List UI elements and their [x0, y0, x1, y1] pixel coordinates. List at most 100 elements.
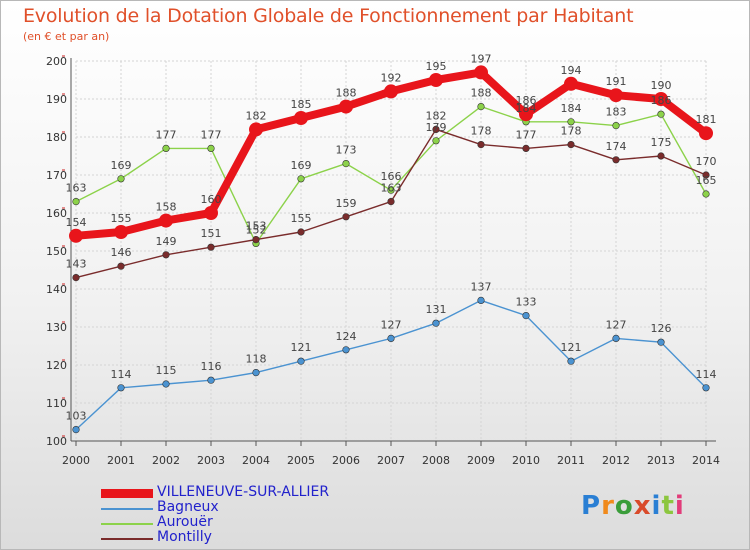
- data-point-villeneuve-sur-allier: [519, 107, 533, 122]
- data-label-montilly: 177: [516, 128, 537, 141]
- data-label-aurou-r: 169: [291, 159, 312, 172]
- data-label-villeneuve-sur-allier: 182: [246, 109, 267, 122]
- y-tick-label: 190: [46, 93, 67, 106]
- data-label-bagneux: 116: [201, 360, 222, 373]
- data-point-montilly: [657, 152, 665, 160]
- data-label-aurou-r: 173: [336, 144, 357, 157]
- x-tick-label: 2003: [197, 454, 225, 467]
- data-point-villeneuve-sur-allier: [249, 122, 263, 137]
- data-point-bagneux: [657, 338, 665, 346]
- logo-letter: o: [614, 491, 634, 521]
- data-label-montilly: 178: [561, 125, 582, 138]
- chart-title: Evolution de la Dotation Globale de Fonc…: [23, 5, 634, 27]
- x-tick-label: 2001: [107, 454, 135, 467]
- legend-swatch: [101, 523, 153, 525]
- data-label-villeneuve-sur-allier: 181: [696, 113, 717, 126]
- data-point-villeneuve-sur-allier: [699, 126, 713, 141]
- data-label-montilly: 143: [66, 258, 87, 271]
- legend-swatch: [101, 489, 153, 498]
- legend-label: VILLENEUVE-SUR-ALLIER: [157, 484, 330, 500]
- data-label-villeneuve-sur-allier: 186: [516, 94, 537, 107]
- data-point-aurou-r: [207, 144, 215, 152]
- data-label-montilly: 170: [696, 155, 717, 168]
- data-point-aurou-r: [477, 102, 485, 111]
- x-tick-label: 2004: [242, 454, 270, 467]
- data-point-villeneuve-sur-allier: [384, 84, 398, 99]
- data-point-bagneux: [387, 334, 395, 343]
- data-label-aurou-r: 179: [426, 121, 447, 134]
- data-label-montilly: 149: [156, 235, 177, 248]
- data-point-montilly: [72, 274, 80, 282]
- data-point-montilly: [297, 228, 305, 236]
- data-label-bagneux: 133: [516, 296, 537, 309]
- data-point-aurou-r: [657, 110, 665, 118]
- data-point-montilly: [567, 141, 575, 149]
- data-label-villeneuve-sur-allier: 195: [426, 60, 447, 73]
- data-point-montilly: [207, 243, 215, 251]
- data-label-montilly: 174: [606, 140, 627, 153]
- data-label-villeneuve-sur-allier: 194: [561, 64, 582, 77]
- data-point-bagneux: [252, 369, 260, 377]
- data-point-montilly: [342, 213, 350, 221]
- logo-letter: x: [633, 491, 652, 521]
- chart-subtitle: (en € et par an): [23, 30, 110, 43]
- x-tick-label: 2006: [332, 454, 360, 467]
- y-tick-label: 110: [46, 397, 67, 410]
- data-point-aurou-r: [702, 190, 710, 198]
- x-tick-label: 2005: [287, 454, 315, 467]
- data-point-aurou-r: [72, 198, 80, 206]
- data-point-bagneux: [342, 346, 350, 354]
- data-label-bagneux: 114: [111, 368, 132, 381]
- data-label-villeneuve-sur-allier: 197: [471, 52, 492, 65]
- x-tick-label: 2000: [62, 454, 90, 467]
- logo-letter: i: [674, 491, 685, 521]
- legend-label: Montilly: [157, 529, 212, 545]
- data-label-bagneux: 126: [651, 322, 672, 335]
- data-label-aurou-r: 163: [66, 182, 87, 195]
- data-point-montilly: [522, 144, 530, 152]
- logo-letter: r: [601, 491, 615, 521]
- data-label-villeneuve-sur-allier: 158: [156, 201, 177, 214]
- data-label-montilly: 175: [651, 136, 672, 149]
- data-point-montilly: [252, 236, 260, 244]
- data-label-bagneux: 121: [291, 341, 312, 354]
- data-point-montilly: [477, 141, 485, 149]
- x-tick-label: 2009: [467, 454, 495, 467]
- data-label-aurou-r: 152: [246, 223, 267, 236]
- data-label-villeneuve-sur-allier: 188: [336, 87, 357, 100]
- data-label-bagneux: 103: [66, 410, 87, 423]
- data-point-aurou-r: [387, 186, 395, 194]
- y-tick-label: 150: [46, 245, 67, 258]
- data-point-aurou-r: [297, 175, 305, 183]
- x-tick-label: 2012: [602, 454, 630, 467]
- data-point-montilly: [702, 171, 710, 179]
- data-label-villeneuve-sur-allier: 160: [201, 193, 222, 206]
- data-point-villeneuve-sur-allier: [429, 73, 443, 87]
- data-point-montilly: [387, 198, 395, 206]
- data-point-villeneuve-sur-allier: [114, 225, 128, 239]
- x-tick-label: 2014: [692, 454, 720, 467]
- data-label-montilly: 182: [426, 109, 447, 122]
- data-point-bagneux: [477, 296, 485, 305]
- data-point-montilly: [162, 251, 170, 259]
- x-tick-label: 2013: [647, 454, 675, 467]
- data-point-montilly: [117, 262, 125, 270]
- data-point-montilly: [432, 125, 440, 133]
- data-point-bagneux: [702, 384, 710, 392]
- data-label-aurou-r: 188: [471, 87, 492, 100]
- data-label-aurou-r: 166: [381, 170, 402, 183]
- proxiti-logo: Proxiti: [581, 491, 685, 521]
- data-label-aurou-r: 165: [696, 174, 717, 187]
- logo-letter: t: [661, 491, 675, 521]
- data-label-aurou-r: 184: [561, 102, 582, 115]
- data-point-bagneux: [612, 334, 620, 343]
- data-label-aurou-r: 183: [606, 106, 627, 119]
- data-label-bagneux: 124: [336, 330, 357, 343]
- data-point-aurou-r: [432, 137, 440, 145]
- data-label-villeneuve-sur-allier: 154: [66, 216, 87, 229]
- data-label-montilly: 155: [291, 212, 312, 225]
- y-tick-label: 130: [46, 321, 67, 334]
- data-point-bagneux: [522, 312, 530, 320]
